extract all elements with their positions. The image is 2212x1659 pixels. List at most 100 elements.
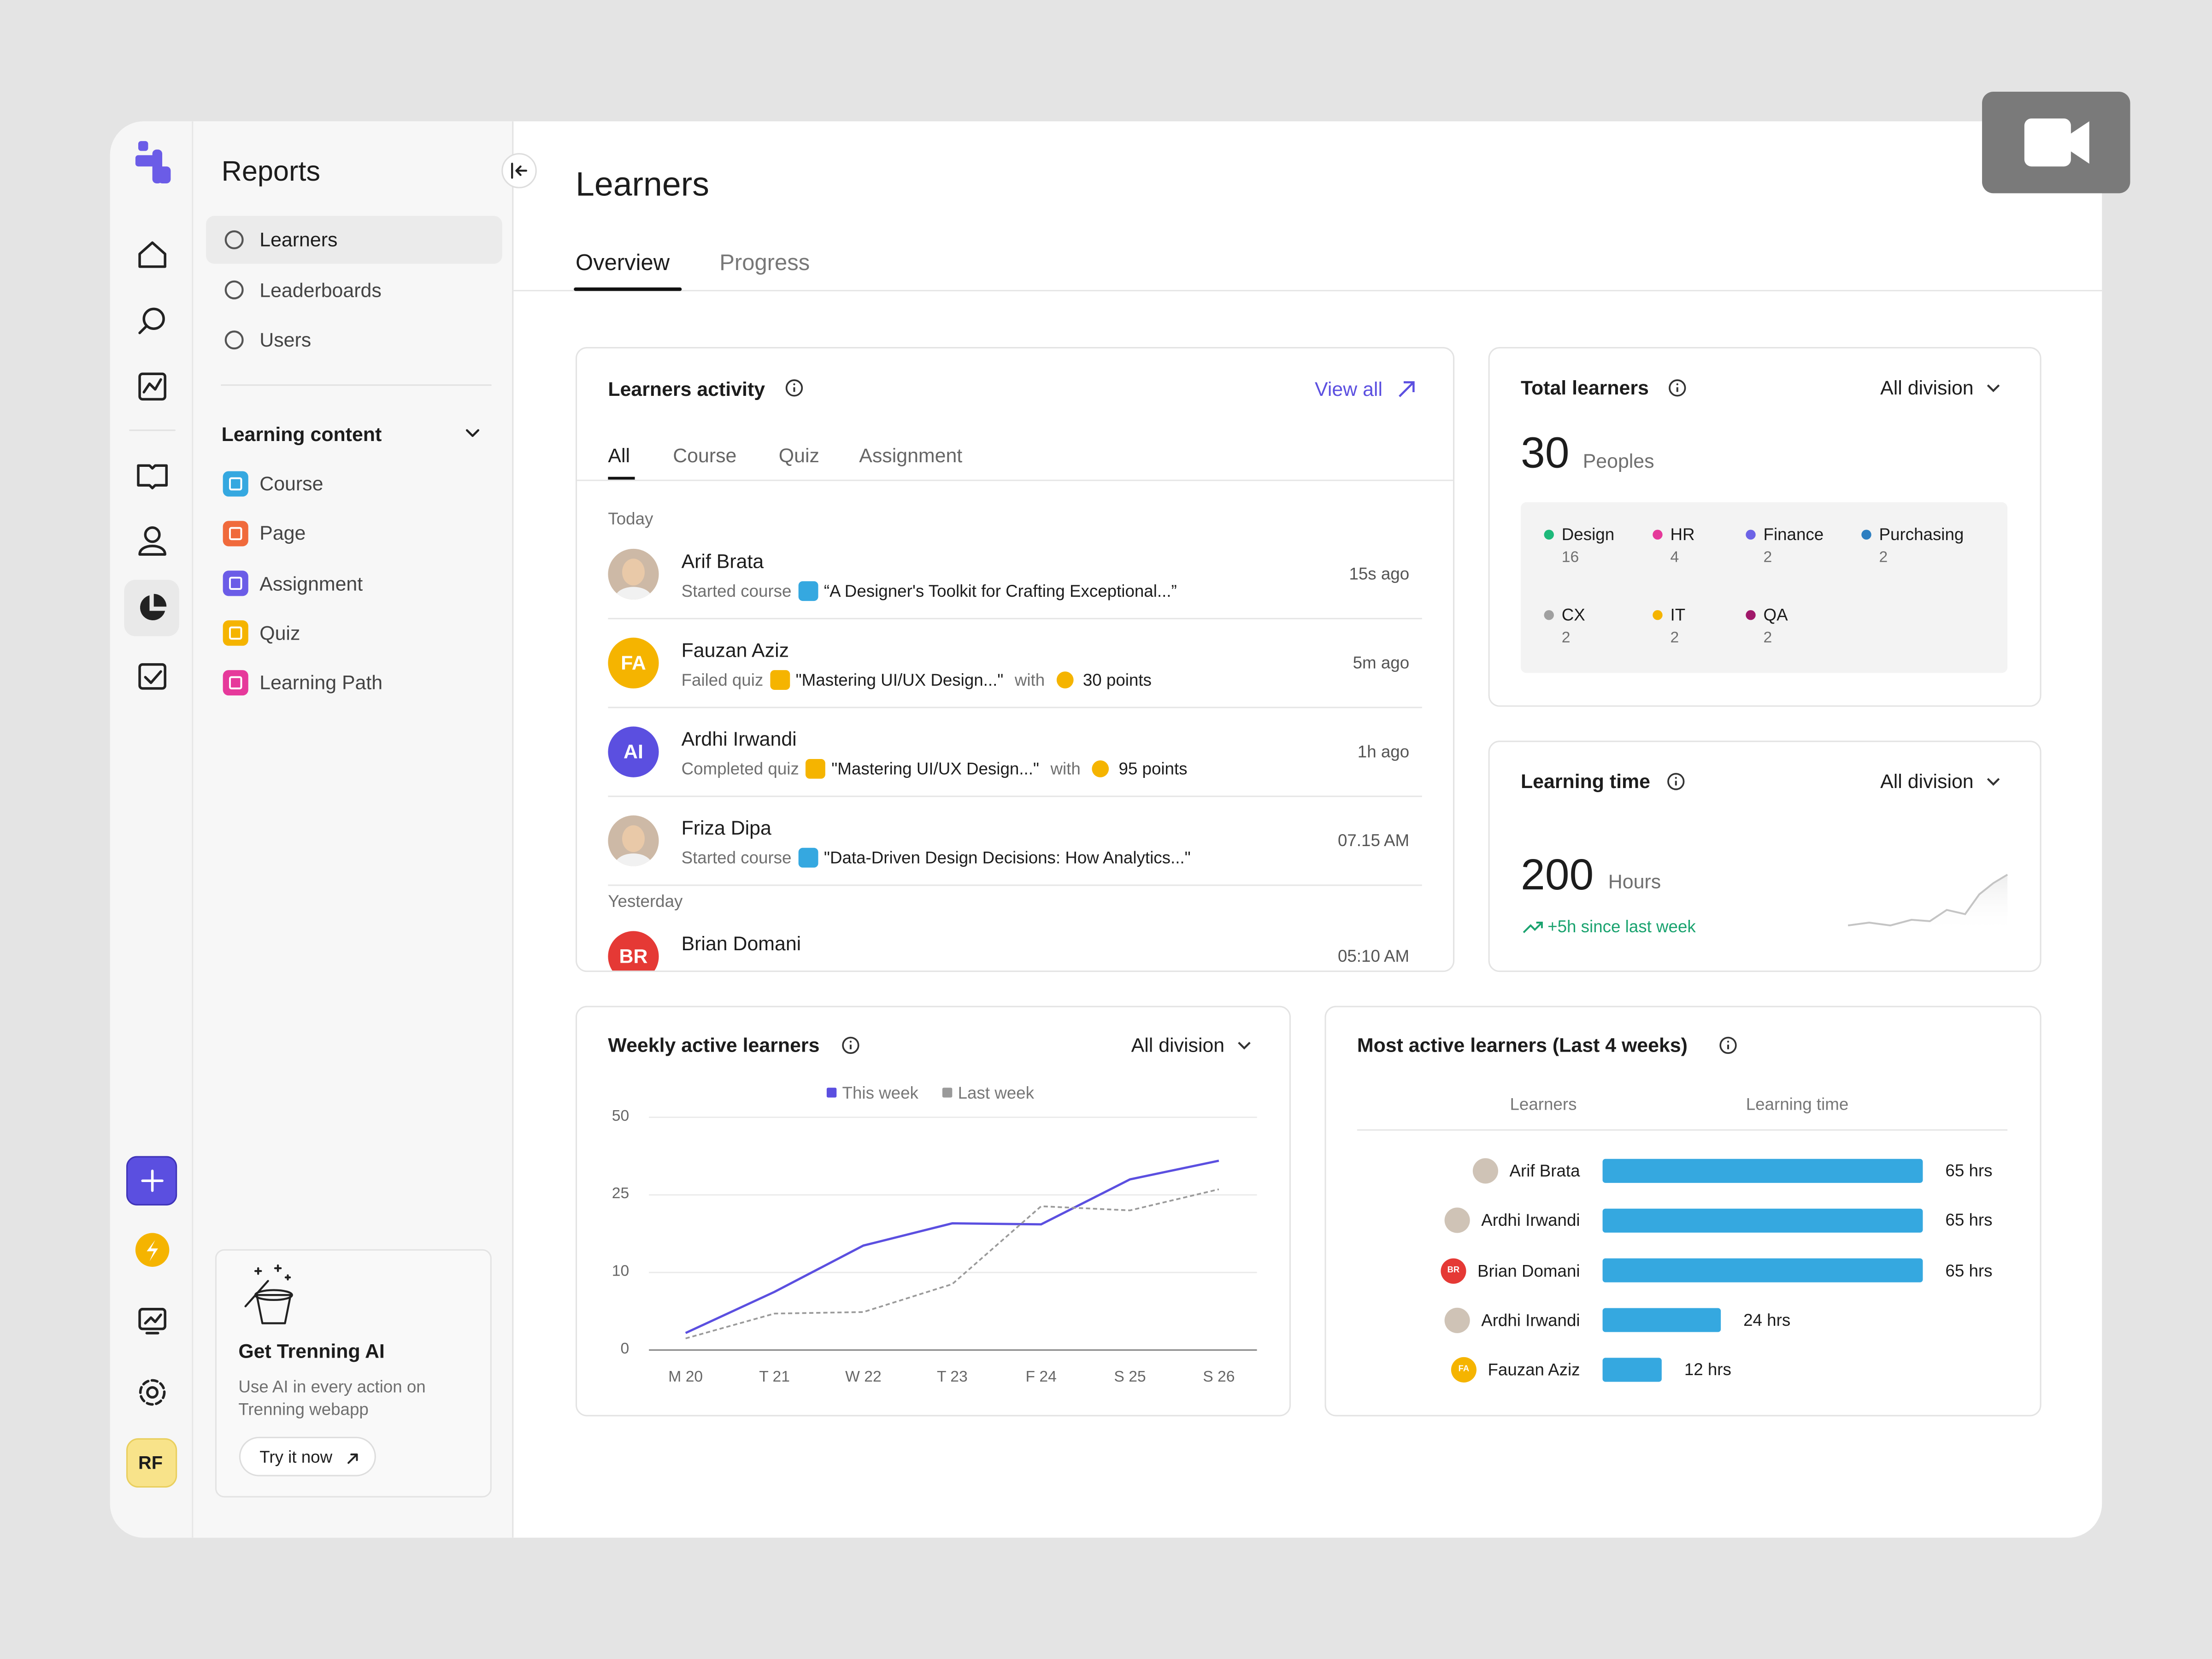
learner-cell: Arif Brata: [1472, 1158, 1580, 1184]
chevron[interactable]: [465, 429, 480, 437]
sidebar-title: Reports: [221, 156, 320, 188]
x-tick-label: S 26: [1203, 1369, 1235, 1386]
subject: “A Designer's Toolkit for Crafting Excep…: [824, 581, 1177, 601]
division-count: 16: [1561, 549, 1579, 566]
avatar: [1472, 1158, 1498, 1184]
division-count: 2: [1879, 549, 1888, 566]
info-icon: [1669, 379, 1686, 397]
division-filter[interactable]: All division: [1131, 1033, 1225, 1056]
learner-name[interactable]: Arif Brata: [681, 549, 764, 572]
user-icon: [138, 526, 166, 556]
action: Started course: [681, 847, 792, 868]
section-title[interactable]: Learning content: [221, 423, 382, 446]
activity-tab[interactable]: All: [608, 444, 630, 467]
activity-tab[interactable]: Course: [673, 444, 737, 467]
division-count: 2: [1561, 629, 1571, 647]
video-icon: [2024, 118, 2089, 167]
avatar: [608, 548, 659, 600]
search-icon: [138, 307, 165, 335]
division-name: CX: [1561, 605, 1585, 625]
line-series: [685, 1159, 1219, 1334]
bar: [1602, 1208, 1923, 1233]
sidebar-item[interactable]: Learners: [259, 228, 338, 251]
task-icon: [138, 663, 166, 690]
learner-name: Ardhi Irwandi: [1481, 1310, 1580, 1330]
x-tick-label: S 25: [1114, 1369, 1146, 1386]
info-icon: [785, 379, 803, 397]
row-divider: [608, 618, 1422, 619]
settings-icon: [139, 1379, 166, 1406]
promo-button-label[interactable]: Try it now: [259, 1447, 333, 1467]
header-tab[interactable]: Overview: [575, 252, 670, 276]
info-icon-dot: [849, 1041, 852, 1043]
user-avatar[interactable]: [126, 1438, 177, 1488]
bar: [1602, 1308, 1721, 1332]
learner-name[interactable]: Fauzan Aziz: [681, 638, 789, 661]
header-tab[interactable]: Progress: [719, 252, 810, 276]
group-label: Yesterday: [608, 891, 683, 911]
content-icon: [223, 571, 248, 596]
activity-detail: Started course "Data-Driven Design Decisi…: [681, 847, 1191, 868]
legend-label: Last week: [958, 1083, 1034, 1103]
weekly-card: [575, 1006, 1291, 1417]
action: Completed quiz: [681, 759, 799, 779]
kind-icon: [798, 847, 818, 868]
avatar-initials: BR: [619, 944, 648, 967]
plus-icon: [141, 1170, 164, 1192]
learner-name[interactable]: Brian Domani: [681, 932, 801, 955]
learner-name: Arif Brata: [1509, 1161, 1580, 1181]
content-item[interactable]: Quiz: [259, 621, 300, 644]
learning-time-value: 200: [1521, 850, 1594, 900]
content-item[interactable]: Page: [259, 522, 306, 545]
avatar-initials: FA: [621, 651, 646, 674]
activity-tab[interactable]: Quiz: [778, 444, 819, 467]
division-name: Purchasing: [1879, 524, 1964, 545]
legend-swatch: [942, 1088, 953, 1098]
content-item[interactable]: Assignment: [259, 571, 363, 594]
division-count: 2: [1763, 629, 1772, 647]
avatar: FA: [1451, 1357, 1477, 1382]
view-all-arrow[interactable]: [1399, 381, 1415, 397]
home-icon: [138, 241, 166, 268]
learner-name[interactable]: Ardhi Irwandi: [681, 727, 797, 750]
user-initials: RF: [138, 1452, 163, 1473]
y-tick-label: 50: [612, 1108, 629, 1125]
division-count: 2: [1763, 549, 1772, 566]
subject: "Data-Driven Design Decisions: How Analy…: [824, 847, 1191, 868]
content-icon: [223, 670, 248, 696]
activity-tab[interactable]: Assignment: [859, 444, 963, 467]
line-series: [685, 1188, 1219, 1340]
info-icon: [842, 1036, 859, 1054]
coin-icon: [1092, 760, 1109, 777]
activity-divider: [577, 479, 1453, 481]
learner-name[interactable]: Friza Dipa: [681, 816, 771, 839]
sidebar-item[interactable]: Users: [259, 328, 312, 351]
action: Failed quiz: [681, 670, 764, 690]
learner-cell: Ardhi Irwandi: [1444, 1208, 1580, 1234]
reports-icon[interactable]: [140, 594, 167, 621]
info-icon-dot: [1675, 777, 1677, 779]
content-item[interactable]: Learning Path: [259, 671, 383, 694]
activity-detail: Failed quiz "Mastering UI/UX Design..." wi…: [682, 670, 1152, 690]
division-dot: [1544, 529, 1554, 540]
group-label: Today: [608, 509, 653, 529]
learner-name: Fauzan Aziz: [1488, 1360, 1580, 1380]
sidebar-item[interactable]: Leaderboards: [259, 278, 382, 301]
content-item[interactable]: Course: [259, 472, 324, 495]
chevron: [1987, 778, 2000, 786]
view-all[interactable]: View all: [1315, 377, 1382, 400]
points: 30 points: [1082, 670, 1152, 690]
bar-value-label: 65 hrs: [1945, 1160, 1993, 1181]
chevron: [1238, 1041, 1251, 1050]
bar-value-label: 65 hrs: [1945, 1210, 1993, 1230]
division-filter[interactable]: All division: [1880, 376, 1974, 399]
activity-time: 07.15 AM: [1337, 830, 1410, 851]
promo-button[interactable]: [239, 1436, 376, 1477]
x-tick-label: T 23: [936, 1369, 968, 1386]
book-icon: [137, 464, 168, 489]
column-header: Learning time: [1746, 1094, 1849, 1114]
bar: [1602, 1258, 1923, 1282]
division-filter[interactable]: All division: [1880, 770, 1974, 793]
